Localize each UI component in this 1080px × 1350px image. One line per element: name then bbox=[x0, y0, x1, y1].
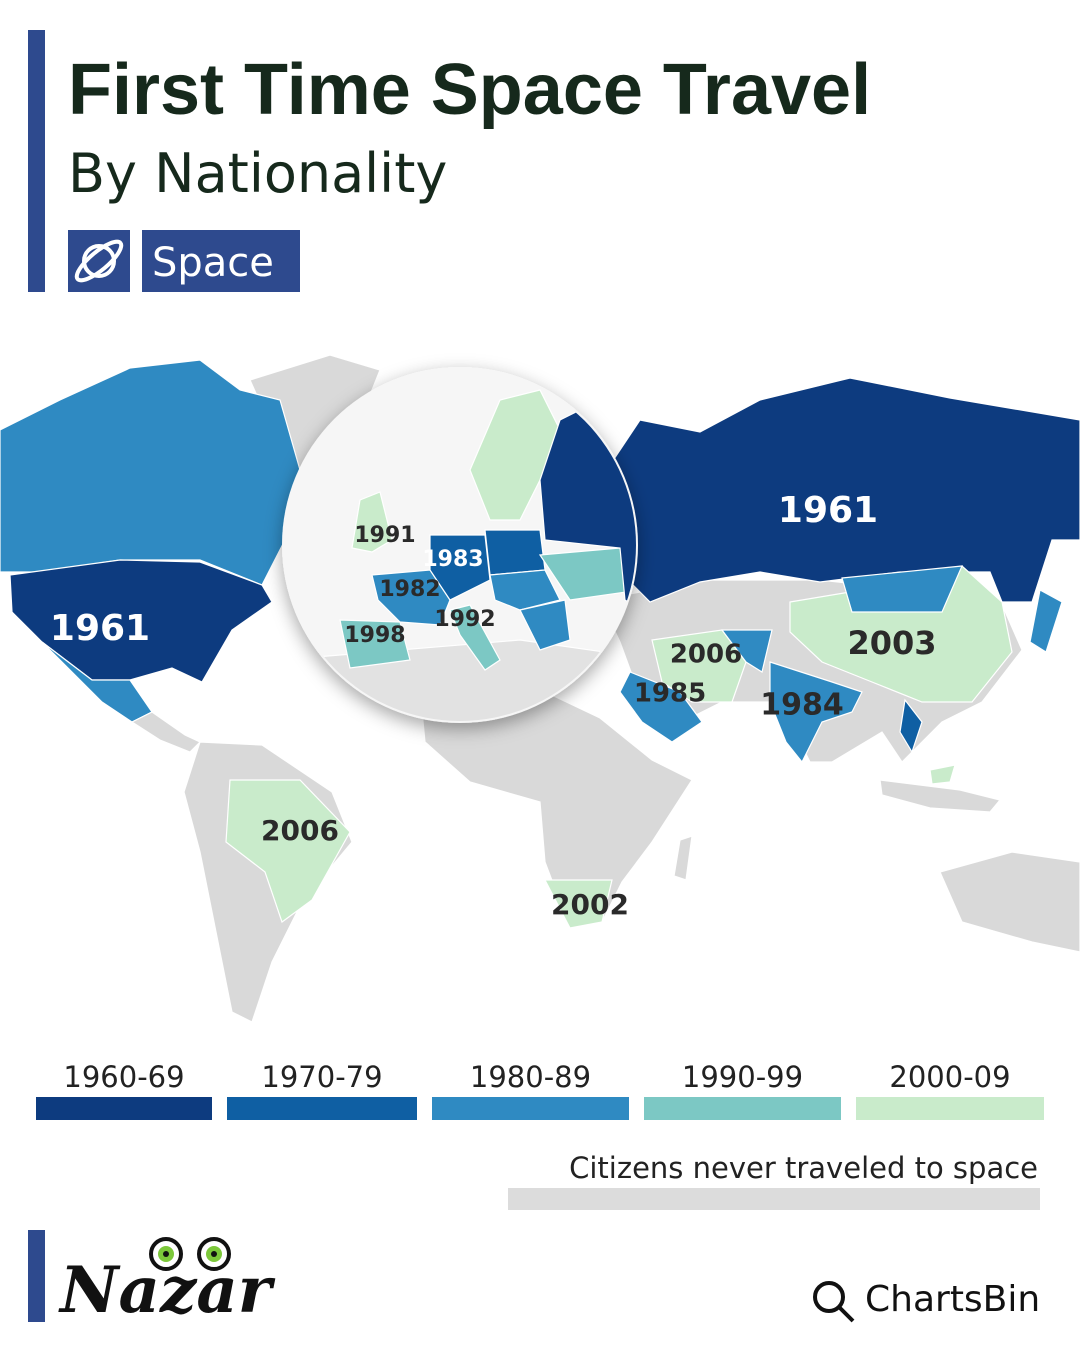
legend-label: 1970-79 bbox=[261, 1060, 382, 1094]
subtitle: By Nationality bbox=[68, 142, 447, 205]
legend-label: 1960-69 bbox=[63, 1060, 184, 1094]
south-africa bbox=[544, 879, 613, 929]
map-label: 1961 bbox=[50, 608, 150, 649]
tag-label: Space bbox=[152, 240, 274, 286]
tag-icon-box bbox=[68, 230, 130, 292]
uk bbox=[351, 491, 393, 553]
legend-swatch bbox=[432, 1097, 629, 1120]
legend-none-swatch bbox=[508, 1188, 1040, 1210]
brand: Nazar bbox=[58, 1253, 276, 1328]
brazil bbox=[225, 779, 351, 923]
map-label: 1961 bbox=[778, 490, 878, 531]
spain bbox=[339, 619, 411, 669]
legend-label: 2000-09 bbox=[889, 1060, 1010, 1094]
map-label: 1983 bbox=[422, 547, 483, 572]
mongolia bbox=[841, 565, 963, 613]
russia bbox=[599, 377, 1080, 603]
india bbox=[769, 661, 863, 764]
legend-label: 1980-89 bbox=[470, 1060, 591, 1094]
title: First Time Space Travel bbox=[68, 50, 871, 130]
footer-accent bbox=[28, 1230, 45, 1322]
map-label: 1985 bbox=[634, 679, 706, 709]
legend-swatch bbox=[644, 1097, 841, 1120]
map-label: 1991 bbox=[354, 523, 415, 548]
world-map bbox=[0, 354, 1080, 1023]
map-label: 2002 bbox=[551, 888, 629, 921]
map-label: 1992 bbox=[434, 607, 495, 632]
italy bbox=[449, 604, 501, 671]
map-label: 1982 bbox=[379, 577, 440, 602]
ukraine bbox=[538, 547, 636, 601]
logo-eyes bbox=[149, 1237, 231, 1271]
central-america bbox=[130, 711, 202, 753]
map-label: 2006 bbox=[261, 814, 339, 847]
germany bbox=[429, 534, 491, 601]
africa bbox=[419, 679, 693, 929]
legend-none-label: Citizens never traveled to space bbox=[569, 1151, 1038, 1185]
legend-swatch bbox=[227, 1097, 417, 1120]
planet-icon bbox=[74, 239, 124, 283]
afghanistan bbox=[720, 629, 773, 673]
madagascar bbox=[673, 835, 693, 881]
indonesia bbox=[879, 779, 1002, 813]
saudi-arabia bbox=[619, 671, 703, 743]
balkans bbox=[519, 599, 571, 651]
japan bbox=[1029, 589, 1063, 653]
legend-swatch bbox=[36, 1097, 212, 1120]
australia bbox=[939, 851, 1080, 953]
poland bbox=[484, 529, 546, 576]
accent-bar bbox=[28, 30, 45, 292]
legend-swatch bbox=[856, 1097, 1044, 1120]
canada bbox=[0, 359, 301, 586]
tag-box bbox=[142, 230, 300, 292]
legend-label: 1990-99 bbox=[682, 1060, 803, 1094]
malaysia bbox=[929, 764, 956, 785]
vietnam bbox=[899, 698, 923, 754]
map-label: 1984 bbox=[760, 688, 844, 723]
map-label: 2006 bbox=[670, 640, 742, 670]
tag: Space bbox=[68, 230, 300, 292]
search-icon bbox=[813, 1281, 855, 1323]
map-label: 1998 bbox=[344, 623, 405, 648]
source: ChartsBin bbox=[865, 1279, 1040, 1320]
map-label: 2003 bbox=[847, 624, 936, 662]
